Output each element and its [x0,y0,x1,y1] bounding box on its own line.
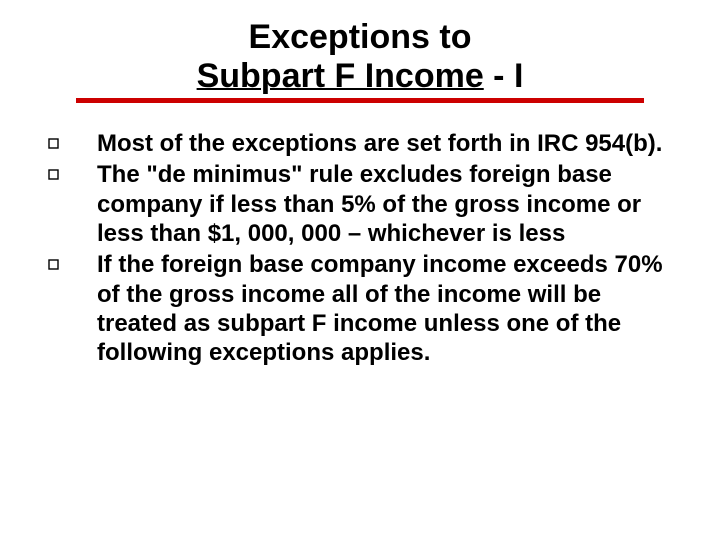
slide-title-block: Exceptions to Subpart F Income - I [40,18,680,96]
list-item: Most of the exceptions are set forth in … [48,129,680,158]
title-line-1: Exceptions to [197,18,524,57]
square-bullet-icon [48,169,59,180]
title-rule [76,98,644,103]
square-bullet-icon [48,138,59,149]
slide-title: Exceptions to Subpart F Income - I [197,18,524,96]
title-suffix: - I [484,57,524,95]
bullet-text: If the foreign base company income excee… [97,250,680,367]
title-underlined: Subpart F Income [197,57,484,95]
title-line-2: Subpart F Income - I [197,57,524,96]
bullet-text: The "de minimus" rule excludes foreign b… [97,160,680,248]
bullet-text: Most of the exceptions are set forth in … [97,129,680,158]
bullet-list: Most of the exceptions are set forth in … [40,129,680,367]
square-bullet-icon [48,259,59,270]
list-item: The "de minimus" rule excludes foreign b… [48,160,680,248]
list-item: If the foreign base company income excee… [48,250,680,367]
